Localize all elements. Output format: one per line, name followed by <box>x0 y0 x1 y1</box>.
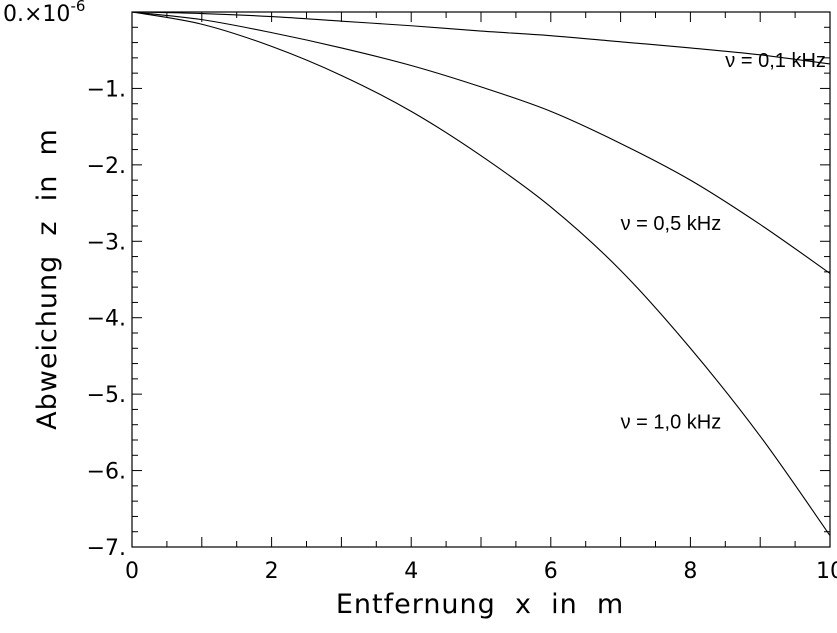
y-multiplier-exponent: -6 <box>70 0 85 15</box>
x-axis-title: Entfernung x in m <box>336 589 624 620</box>
annotation-layer: ν = 0,1 kHz ν = 0,5 kHz ν = 1,0 kHz <box>621 50 826 434</box>
x-axis: 0 2 4 6 8 10 <box>125 12 837 584</box>
x-tick-label: 2 <box>265 559 279 584</box>
series-line-2 <box>131 11 831 536</box>
y-tick-label: −5. <box>87 383 126 408</box>
y-tick-label: −3. <box>87 230 126 255</box>
y-tick-zero: 0. <box>3 2 24 27</box>
series-line-0 <box>131 11 831 65</box>
y-tick-label: −6. <box>87 460 126 485</box>
y-axis-title: Abweichung z in m <box>32 128 63 430</box>
x-tick-label: 0 <box>125 559 139 584</box>
x-tick-label: 6 <box>544 559 558 584</box>
x-tick-label: 10 <box>816 559 837 584</box>
x-tick-label: 8 <box>683 559 697 584</box>
y-tick-label: −7. <box>87 536 126 561</box>
y-tick-label: −2. <box>87 154 126 179</box>
series-layer <box>131 11 831 536</box>
y-tick-label-top: 0.×10-6 <box>3 0 85 27</box>
y-tick-label: −1. <box>87 77 126 102</box>
series-label-2: ν = 1,0 kHz <box>621 412 722 434</box>
y-multiplier: ×10 <box>24 2 70 27</box>
x-tick-label: 4 <box>404 559 418 584</box>
series-label-1: ν = 0,5 kHz <box>621 213 722 235</box>
y-axis: −1. −2. −3. −4. −5. −6. −7. 0.×10-6 <box>3 0 830 561</box>
plot-frame <box>131 11 831 548</box>
plot-area <box>131 11 831 548</box>
y-tick-label: −4. <box>87 307 126 332</box>
series-line-1 <box>131 11 831 274</box>
series-label-0: ν = 0,1 kHz <box>725 50 826 72</box>
